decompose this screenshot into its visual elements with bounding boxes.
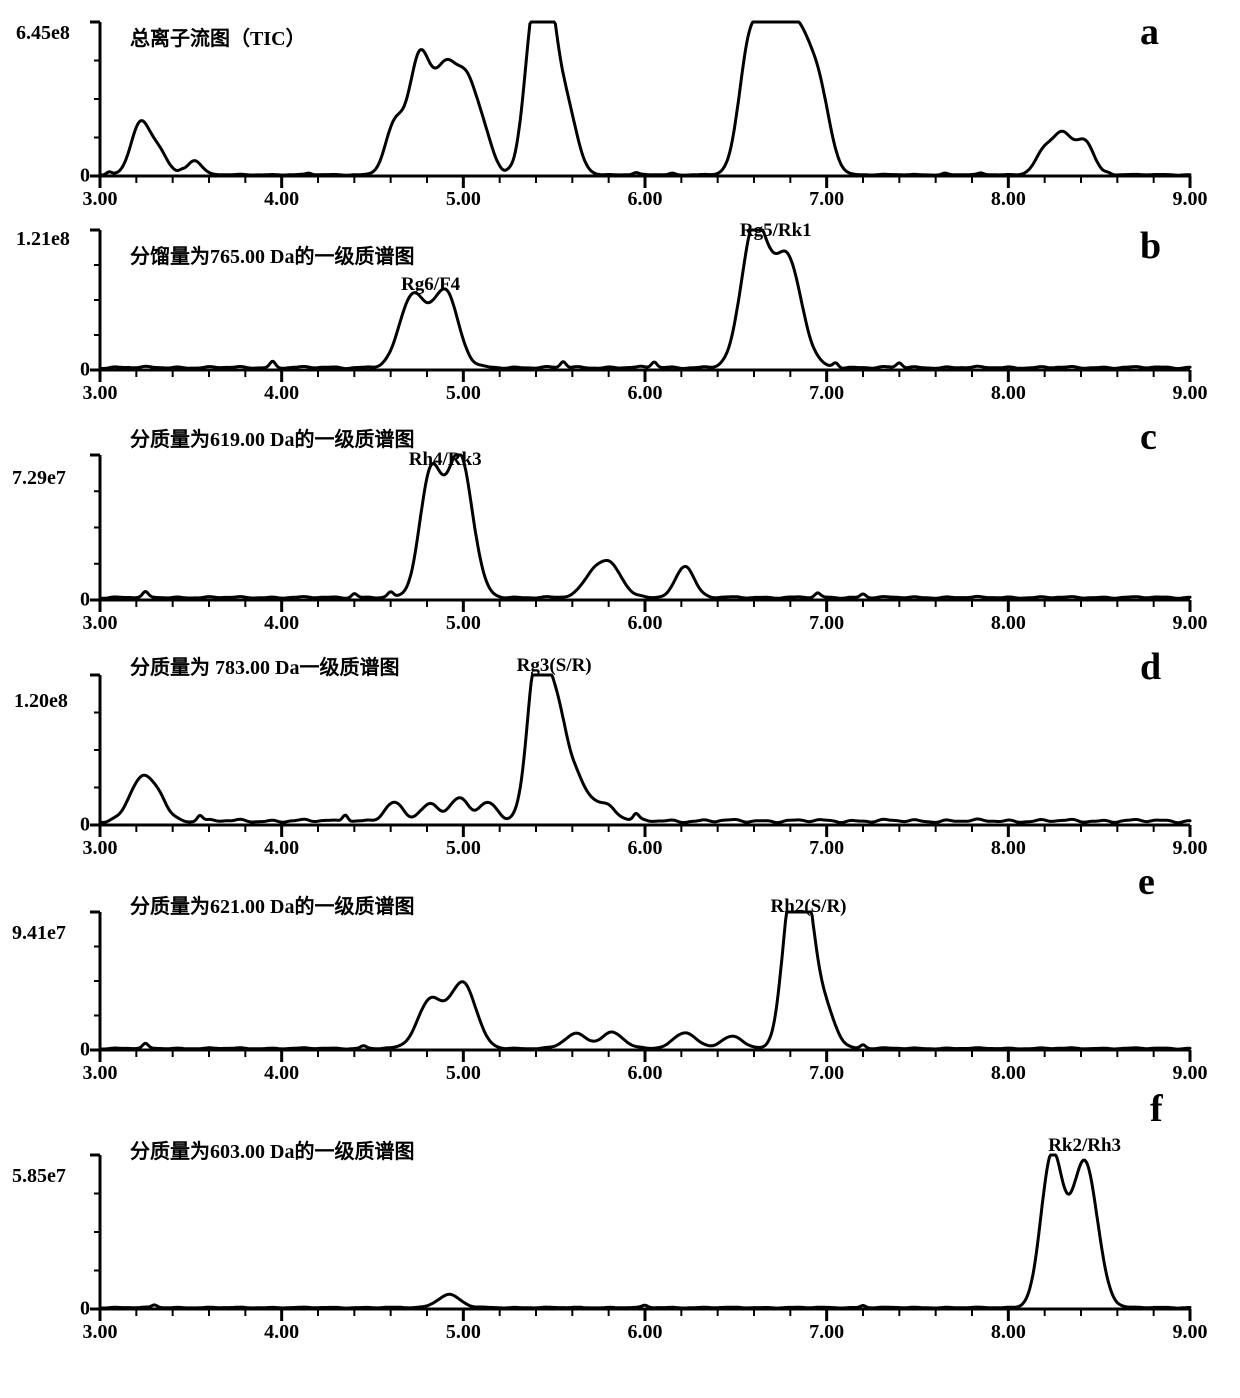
plot-svg (0, 0, 1240, 210)
x-tick-label: 7.00 (809, 1062, 844, 1085)
y-zero-label: 0 (80, 814, 90, 837)
x-tick-label: 3.00 (83, 837, 118, 860)
x-tick-label: 4.00 (264, 837, 299, 860)
y-zero-label: 0 (80, 165, 90, 188)
peak-label: Rh2(S/R) (770, 896, 846, 918)
chromatogram-trace (100, 1155, 1190, 1308)
panel-b: 1.21e8分馏量为765.00 Da的一级质谱图b03.004.005.006… (0, 210, 1240, 405)
chromatogram-trace (100, 912, 1190, 1049)
plot-svg (0, 405, 1240, 634)
x-tick-label: 3.00 (83, 382, 118, 405)
x-tick-label: 5.00 (446, 612, 481, 635)
panel-f: 5.85e7分质量为603.00 Da的一级质谱图f03.004.005.006… (0, 1085, 1240, 1345)
panel-d: 1.20e8分质量为 783.00 Da一级质谱图d03.004.005.006… (0, 635, 1240, 860)
x-tick-label: 5.00 (446, 1062, 481, 1085)
x-tick-label: 8.00 (991, 1321, 1026, 1344)
plot-svg (0, 860, 1240, 1084)
x-tick-label: 8.00 (991, 188, 1026, 211)
x-tick-label: 9.00 (1173, 1321, 1208, 1344)
plot-svg (0, 210, 1240, 404)
x-tick-label: 7.00 (809, 382, 844, 405)
x-tick-label: 9.00 (1173, 837, 1208, 860)
panel-e: 9.41e7分质量为621.00 Da的一级质谱图e03.004.005.006… (0, 860, 1240, 1085)
x-tick-label: 8.00 (991, 612, 1026, 635)
plot-svg (0, 635, 1240, 859)
x-tick-label: 9.00 (1173, 1062, 1208, 1085)
x-tick-label: 8.00 (991, 382, 1026, 405)
x-tick-label: 9.00 (1173, 188, 1208, 211)
x-tick-label: 7.00 (809, 837, 844, 860)
x-tick-label: 4.00 (264, 1062, 299, 1085)
chromatogram-trace (100, 455, 1190, 598)
x-tick-label: 7.00 (809, 188, 844, 211)
peak-label: Rg5/Rk1 (740, 220, 812, 242)
x-tick-label: 5.00 (446, 188, 481, 211)
x-tick-label: 6.00 (628, 837, 663, 860)
panel-c: 7.29e7分质量为619.00 Da的一级质谱图c03.004.005.006… (0, 405, 1240, 635)
x-tick-label: 6.00 (628, 1062, 663, 1085)
x-tick-label: 5.00 (446, 1321, 481, 1344)
y-zero-label: 0 (80, 1039, 90, 1062)
x-tick-label: 3.00 (83, 188, 118, 211)
x-tick-label: 8.00 (991, 837, 1026, 860)
chromatogram-trace (100, 675, 1190, 823)
plot-svg (0, 1085, 1240, 1343)
x-tick-label: 3.00 (83, 612, 118, 635)
x-tick-label: 4.00 (264, 612, 299, 635)
peak-label: Rh4/Rk3 (409, 449, 482, 471)
x-tick-label: 4.00 (264, 382, 299, 405)
x-tick-label: 7.00 (809, 1321, 844, 1344)
x-tick-label: 4.00 (264, 188, 299, 211)
chromatogram-trace (100, 22, 1190, 175)
x-tick-label: 6.00 (628, 382, 663, 405)
chromatogram-trace (100, 230, 1190, 369)
x-tick-label: 3.00 (83, 1062, 118, 1085)
x-tick-label: 9.00 (1173, 612, 1208, 635)
chromatogram-figure: 6.45e8总离子流图（TIC）a03.004.005.006.007.008.… (0, 0, 1240, 1398)
x-tick-label: 4.00 (264, 1321, 299, 1344)
x-tick-label: 6.00 (628, 1321, 663, 1344)
x-tick-label: 9.00 (1173, 382, 1208, 405)
peak-label: Rg3(S/R) (517, 655, 592, 677)
peak-label: Rg6/F4 (401, 274, 460, 296)
x-tick-label: 8.00 (991, 1062, 1026, 1085)
y-zero-label: 0 (80, 589, 90, 612)
panel-a: 6.45e8总离子流图（TIC）a03.004.005.006.007.008.… (0, 0, 1240, 210)
x-tick-label: 6.00 (628, 612, 663, 635)
y-zero-label: 0 (80, 1298, 90, 1321)
x-tick-label: 5.00 (446, 837, 481, 860)
y-zero-label: 0 (80, 359, 90, 382)
peak-label: Rk2/Rh3 (1048, 1135, 1121, 1157)
x-tick-label: 3.00 (83, 1321, 118, 1344)
x-tick-label: 6.00 (628, 188, 663, 211)
x-tick-label: 5.00 (446, 382, 481, 405)
x-tick-label: 7.00 (809, 612, 844, 635)
